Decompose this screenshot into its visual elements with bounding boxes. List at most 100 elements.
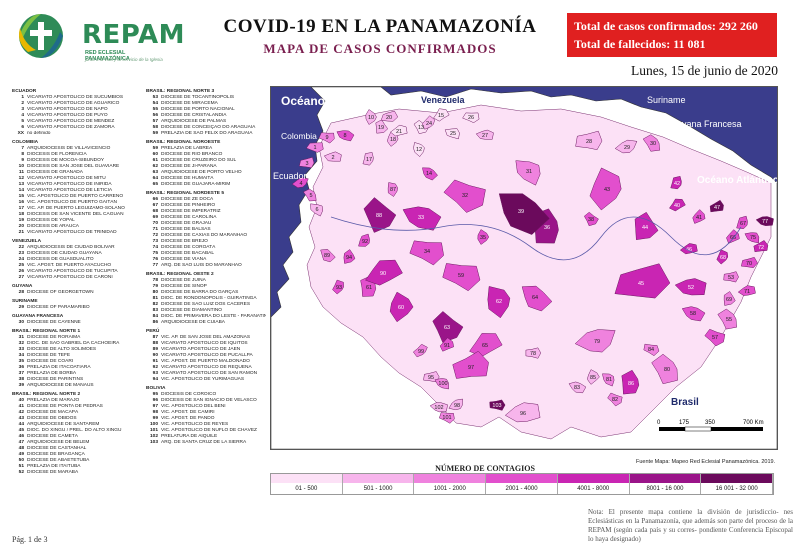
region-95[interactable]	[423, 371, 440, 383]
region-39[interactable]	[498, 193, 550, 235]
scale-175: 175	[679, 420, 690, 426]
legend-entry: 80 DIOCESE DE BARRA DO GARÇAS	[146, 290, 266, 296]
region-35[interactable]	[477, 229, 490, 245]
legend-entry: 102 PRELATURA DE AIQUILE	[146, 434, 266, 440]
region-83[interactable]	[568, 381, 587, 394]
region-63[interactable]	[432, 311, 464, 343]
region-65[interactable]	[469, 333, 503, 357]
region-101[interactable]	[438, 412, 455, 424]
region-93[interactable]	[332, 279, 344, 295]
region-5[interactable]	[303, 188, 317, 202]
region-96[interactable]	[504, 402, 541, 423]
region-94[interactable]	[343, 249, 356, 264]
region-30[interactable]	[642, 134, 661, 152]
region-70[interactable]	[740, 257, 758, 268]
region-44[interactable]	[634, 211, 659, 240]
region-85[interactable]	[587, 369, 600, 385]
region-34[interactable]	[409, 240, 444, 266]
region-100[interactable]	[434, 378, 449, 390]
region-81[interactable]	[602, 373, 615, 387]
region-28[interactable]	[575, 130, 603, 150]
region-53[interactable]	[723, 271, 739, 283]
region-90[interactable]	[365, 259, 403, 286]
region-9[interactable]	[318, 132, 335, 144]
region-66[interactable]	[726, 229, 740, 244]
region-71[interactable]	[737, 285, 756, 296]
region-45[interactable]	[614, 263, 671, 299]
region-26[interactable]	[462, 112, 480, 123]
region-72[interactable]	[753, 240, 769, 253]
region-84[interactable]	[643, 343, 660, 357]
region-87[interactable]	[387, 182, 398, 197]
region-102[interactable]	[429, 402, 448, 413]
region-62[interactable]	[487, 286, 511, 319]
region-number: 31	[526, 169, 532, 175]
region-4[interactable]	[291, 177, 309, 188]
region-31[interactable]	[515, 160, 541, 186]
region-57[interactable]	[704, 328, 726, 347]
region-19[interactable]	[375, 119, 389, 134]
region-12[interactable]	[413, 142, 425, 157]
region-69[interactable]	[723, 291, 736, 306]
region-20[interactable]	[380, 110, 399, 122]
region-number: 15	[438, 113, 444, 119]
region-10[interactable]	[365, 109, 377, 125]
region-15[interactable]	[433, 108, 450, 122]
region-77[interactable]	[755, 216, 774, 226]
region-67[interactable]	[736, 215, 748, 229]
region-3[interactable]	[298, 156, 315, 168]
region-103[interactable]	[489, 399, 506, 411]
legend-entry: 26 VICARIATO APOSTÓLICO DE TUCUPITA	[12, 269, 140, 275]
region-58[interactable]	[681, 306, 706, 322]
region-33[interactable]	[402, 206, 442, 231]
legend-entry-number: 41	[18, 404, 24, 409]
region-40[interactable]	[669, 198, 686, 212]
legend-entry-number: 58	[152, 125, 158, 130]
region-14[interactable]	[422, 167, 438, 181]
region-43[interactable]	[589, 167, 622, 211]
map-panel[interactable]: 1 2 3 4 5 6 8 9 10 12 13 14 15 17 18 19 20 21 24 25 26 27 28 29…	[270, 86, 778, 450]
region-55[interactable]	[717, 308, 737, 330]
legend-entry: 13 VICARIATO APOSTÓLICO DE INÍRIDA	[12, 182, 140, 188]
region-75[interactable]	[744, 232, 760, 244]
region-82[interactable]	[607, 392, 623, 407]
region-86[interactable]	[621, 369, 640, 395]
region-21[interactable]	[390, 124, 408, 137]
region-89[interactable]	[320, 249, 336, 263]
region-27[interactable]	[475, 129, 494, 140]
region-32[interactable]	[443, 179, 486, 213]
region-64[interactable]	[521, 285, 553, 312]
region-60[interactable]	[389, 291, 414, 323]
label-colombia: Colombia	[281, 131, 317, 141]
region-number: 79	[594, 339, 600, 345]
region-79[interactable]	[574, 329, 616, 353]
region-38[interactable]	[583, 211, 599, 227]
region-97[interactable]	[452, 350, 489, 379]
region-47[interactable]	[709, 199, 724, 213]
region-80[interactable]	[651, 353, 678, 385]
region-24[interactable]	[421, 115, 435, 130]
region-41[interactable]	[692, 209, 706, 224]
region-68[interactable]	[716, 249, 729, 265]
region-98[interactable]	[448, 398, 463, 411]
legend-section-header: BRASIL: REGIONAL OESTE 2	[146, 272, 214, 277]
region-1[interactable]	[306, 142, 324, 153]
region-42[interactable]	[670, 176, 682, 190]
amazon-map[interactable]: 1234568910121314151718192021242526272829…	[271, 87, 777, 449]
region-92[interactable]	[358, 233, 370, 247]
legend-entry-name: DIOCESE DE IMPERATRIZ	[161, 209, 221, 214]
legend-section-header: BRASIL: REGIONAL NORTE 2	[12, 392, 81, 397]
region-91[interactable]	[439, 337, 454, 352]
region-8[interactable]	[336, 130, 355, 142]
region-46[interactable]	[679, 243, 698, 255]
region-29[interactable]	[614, 139, 638, 154]
region-99[interactable]	[412, 343, 428, 358]
region-88[interactable]	[363, 197, 397, 233]
region-52[interactable]	[674, 278, 707, 296]
region-59[interactable]	[442, 263, 481, 292]
region-25[interactable]	[444, 128, 460, 140]
region-2[interactable]	[323, 151, 342, 162]
region-6[interactable]	[310, 203, 324, 217]
region-17[interactable]	[362, 152, 374, 166]
region-78[interactable]	[525, 347, 542, 359]
